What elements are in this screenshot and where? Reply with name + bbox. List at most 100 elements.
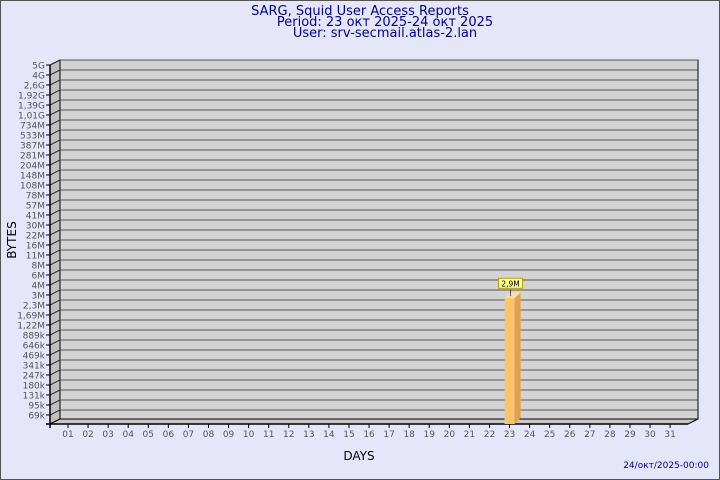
x-tick-label: 23: [504, 430, 515, 440]
y-tick-label: 148M: [20, 172, 45, 182]
y-tick-label: 95k: [28, 402, 45, 412]
data-label: 2,9M: [501, 279, 519, 288]
y-tick-label: 3M: [32, 292, 46, 302]
x-tick-label: 17: [383, 430, 394, 440]
y-tick-label: 889k: [23, 332, 46, 342]
x-tick-label: 01: [62, 430, 73, 440]
y-tick-label: 22M: [26, 232, 45, 242]
chart-title: SARG, Squid User Access Reports: [251, 4, 469, 19]
gridline-diagonal: [49, 289, 61, 296]
gridline-diagonal: [49, 319, 61, 326]
x-tick-label: 29: [624, 430, 636, 440]
y-tick-label: 6M: [32, 272, 46, 282]
bar: [504, 298, 515, 424]
y-tick-label: 5G: [32, 62, 45, 72]
y-tick-label: 1,92G: [18, 92, 45, 102]
x-tick-label: 09: [223, 430, 235, 440]
x-tick-label: 12: [283, 430, 294, 440]
y-tick-label: 646k: [23, 342, 46, 352]
gridline-diagonal: [49, 209, 61, 216]
x-tick-label: 31: [664, 430, 675, 440]
x-tick-label: 16: [363, 430, 375, 440]
y-tick-label: 281M: [20, 152, 45, 162]
y-tick-label: 341k: [23, 362, 46, 372]
gridline-diagonal: [49, 149, 61, 156]
y-tick-label: 247k: [23, 372, 46, 382]
y-tick-label: 2,6G: [24, 82, 45, 92]
bar-side: [514, 292, 521, 424]
gridline-diagonal: [49, 299, 61, 306]
x-tick-label: 11: [263, 430, 274, 440]
x-tick-label: 13: [303, 430, 314, 440]
gridline-diagonal: [49, 69, 61, 76]
y-axis-title: BYTES: [5, 221, 19, 258]
x-tick-label: 26: [564, 430, 576, 440]
gridline-diagonal: [49, 369, 61, 376]
gridline-diagonal: [49, 399, 61, 406]
x-tick-label: 30: [644, 430, 656, 440]
gridline-diagonal: [49, 99, 61, 106]
y-tick-label: 180k: [23, 382, 46, 392]
y-tick-label: 131k: [23, 392, 46, 402]
gridline-diagonal: [49, 339, 61, 346]
x-tick-label: 19: [424, 430, 436, 440]
gridline-diagonal: [49, 179, 61, 186]
y-tick-label: 11M: [26, 252, 45, 262]
y-tick-label: 108M: [20, 182, 45, 192]
y-tick-label: 1,22M: [17, 322, 45, 332]
x-tick-label: 18: [403, 430, 415, 440]
gridline-diagonal: [49, 199, 61, 206]
y-tick-label: 30M: [26, 222, 45, 232]
y-tick-label: 78M: [26, 192, 45, 202]
gridline-diagonal: [49, 129, 61, 136]
y-tick-label: 4G: [32, 72, 45, 82]
data-label-box: [498, 277, 524, 289]
x-tick-label: 24: [524, 430, 536, 440]
x-tick-label: 07: [183, 430, 194, 440]
x-tick-label: 06: [163, 430, 175, 440]
gridline-diagonal: [49, 219, 61, 226]
gridline-diagonal: [49, 409, 61, 416]
x-tick-label: 20: [444, 430, 456, 440]
gridline-diagonal: [49, 329, 61, 336]
gridline-diagonal: [49, 119, 61, 126]
gridline-diagonal: [49, 379, 61, 386]
gridline-diagonal: [49, 139, 61, 146]
y-tick-label: 1,39G: [18, 102, 45, 112]
x-tick-label: 21: [464, 430, 475, 440]
gridline-diagonal: [49, 159, 61, 166]
x-tick-label: 25: [544, 430, 555, 440]
x-tick-label: 10: [243, 430, 255, 440]
y-tick-label: 57M: [26, 202, 45, 212]
gridline-diagonal: [49, 309, 61, 316]
x-tick-label: 08: [203, 430, 215, 440]
y-tick-label: 204M: [20, 162, 45, 172]
x-tick-label: 15: [343, 430, 354, 440]
gridline-diagonal: [49, 239, 61, 246]
bar-top: [504, 292, 521, 299]
chart-period: Period: 23 окт 2025-24 окт 2025: [276, 15, 494, 30]
report-timestamp: 24/окт/2025-00:00: [623, 461, 709, 471]
y-tick-label: 41M: [26, 212, 45, 222]
gridline-diagonal: [49, 89, 61, 96]
gridline-diagonal: [49, 389, 61, 396]
gridline-diagonal: [49, 279, 61, 286]
gridline-diagonal: [49, 349, 61, 356]
y-tick-label: 1,69M: [17, 312, 45, 322]
x-tick-label: 05: [143, 430, 154, 440]
x-axis-title: DAYS: [343, 449, 374, 463]
gridline-diagonal: [49, 79, 61, 86]
y-tick-label: 1,01G: [18, 112, 45, 122]
x-tick-label: 04: [122, 430, 134, 440]
gridline-diagonal: [49, 259, 61, 266]
x-tick-label: 03: [102, 430, 113, 440]
gridline-diagonal: [49, 229, 61, 236]
gridline-diagonal: [49, 109, 61, 116]
y-tick-label: 8M: [32, 262, 46, 272]
y-tick-label: 4M: [32, 282, 46, 292]
gridline-diagonal: [49, 169, 61, 176]
chart-user: User: srv-secmail.atlas-2.lan: [292, 26, 478, 41]
gridline-diagonal: [49, 189, 61, 196]
x-tick-label: 02: [82, 430, 93, 440]
